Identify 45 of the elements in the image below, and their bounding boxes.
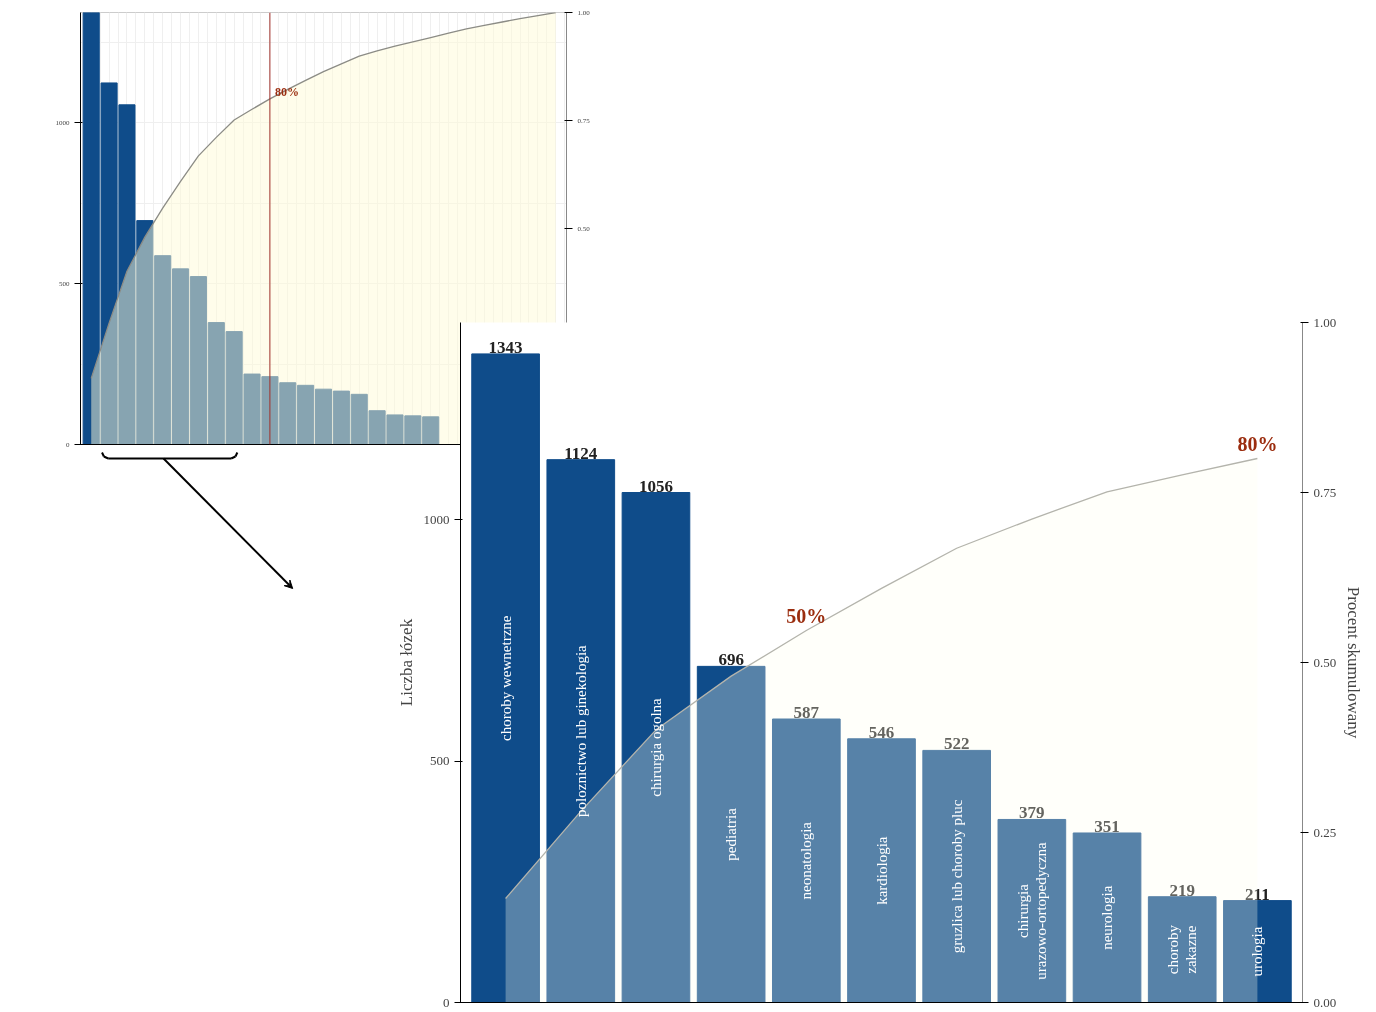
data-label: 351	[1094, 816, 1120, 836]
annotation: 80%	[274, 84, 299, 99]
y2-tick-label: 1.00	[1313, 314, 1337, 330]
x-tick-label: neurologia	[1099, 885, 1116, 950]
y2-axis-title: Procent skumulowany	[1344, 586, 1364, 739]
bar	[1223, 900, 1292, 1003]
x-tick-label: kardiologia	[873, 836, 890, 905]
x-tick-label: chirurgia ogolna	[647, 697, 664, 797]
x-tick-label: pediatria	[723, 807, 740, 861]
y-tick-label: 1000	[423, 511, 450, 527]
data-label: 211	[1245, 884, 1270, 904]
y2-tick-label: 0.50	[1313, 654, 1337, 670]
data-label: 1056	[638, 476, 673, 496]
annotation: 50%	[786, 604, 827, 627]
data-label: 696	[718, 650, 744, 670]
y2-tick-label: 0.75	[1313, 484, 1337, 500]
bar	[771, 718, 841, 1003]
y2-tick-label: 0.25	[1313, 824, 1337, 840]
data-label: 219	[1169, 880, 1195, 900]
y-axis-title: Liczba łózek	[396, 618, 416, 707]
bar	[621, 492, 691, 1003]
bar	[997, 818, 1067, 1003]
bar	[1147, 896, 1217, 1003]
data-label: 587	[793, 703, 820, 723]
x-tick-label: neonatologia	[798, 821, 815, 900]
bar	[1072, 832, 1142, 1003]
x-tick-label: choroby zakazne	[1165, 924, 1200, 975]
x-tick-label: choroby wewnetrzne	[497, 615, 514, 741]
y2-tick-label: 0.00	[1313, 994, 1337, 1010]
x-tick-label: gruzlica lub choroby pluc	[948, 799, 965, 954]
bar	[696, 665, 766, 1003]
data-label: 522	[943, 734, 970, 754]
y-tick-label: 500	[430, 753, 450, 769]
data-label: 1343	[488, 337, 523, 357]
bar	[922, 749, 992, 1003]
y-tick-label: 0	[443, 994, 450, 1010]
x-tick-label: urologia	[1249, 926, 1266, 977]
x-tick-label: chirurgia urazowo-ortopedyczna	[1015, 841, 1049, 980]
data-label: 546	[868, 722, 895, 742]
data-label: 1124	[564, 443, 598, 463]
x-tick-label: poloznictwo lub ginekologia	[572, 644, 589, 817]
bar	[546, 459, 616, 1003]
data-label: 379	[1019, 803, 1045, 823]
bar	[847, 738, 916, 1003]
annotation: 80%	[1237, 432, 1278, 455]
